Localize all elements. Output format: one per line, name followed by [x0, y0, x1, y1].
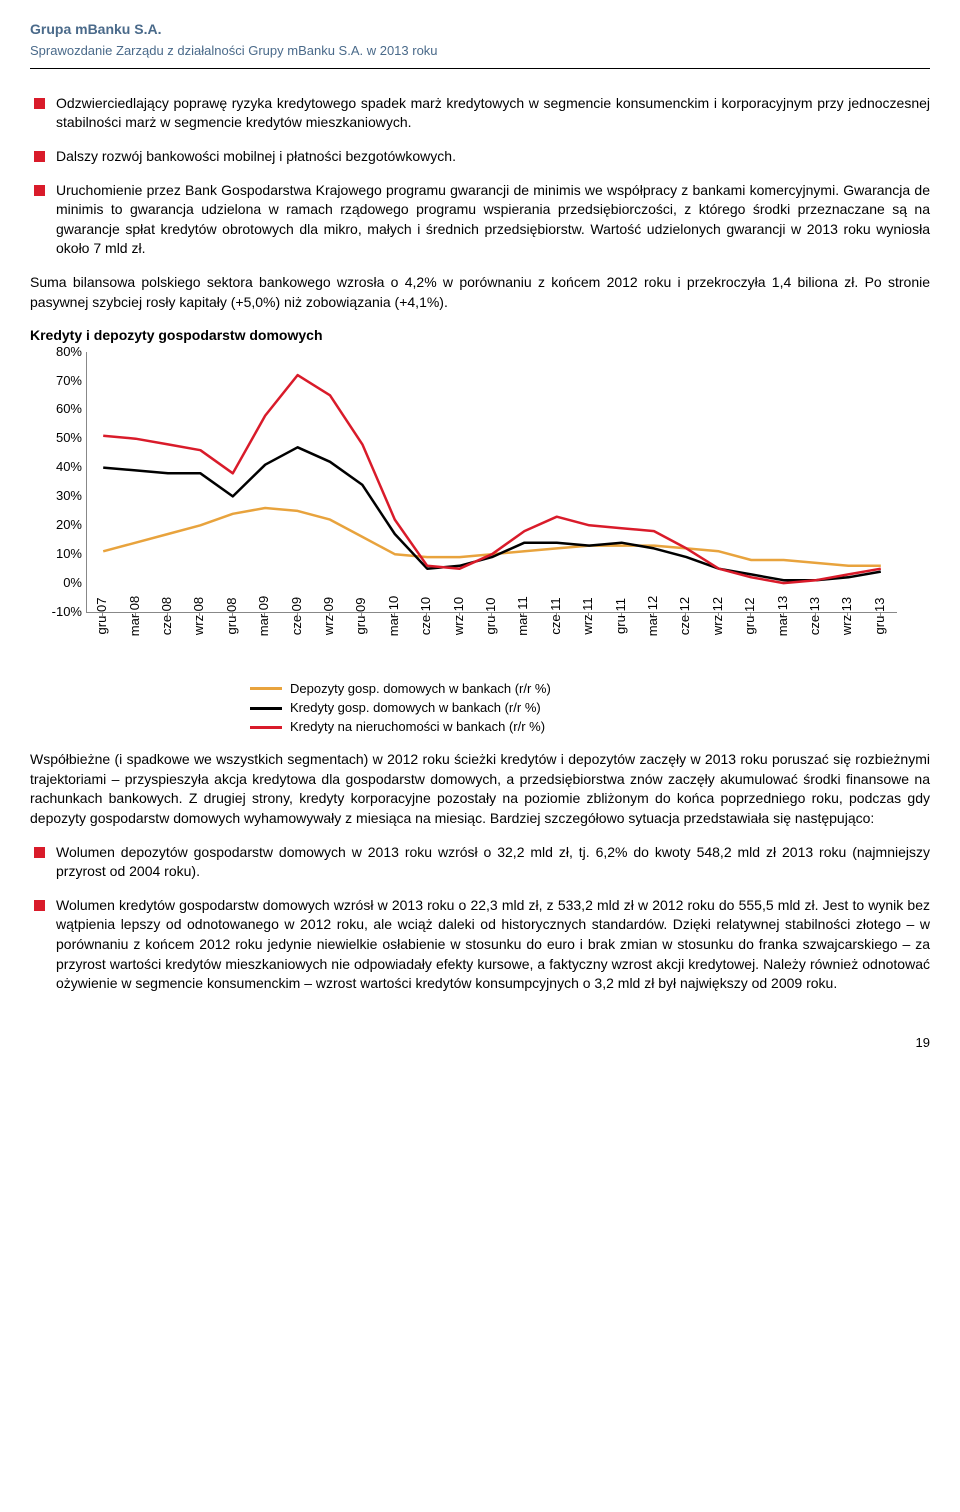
x-tick-label: wrz 09	[320, 597, 338, 635]
doc-subtitle: Sprawozdanie Zarządu z działalności Grup…	[30, 42, 930, 60]
x-tick-label: cze 08	[158, 597, 176, 635]
x-tick-label: cze 11	[547, 597, 565, 634]
y-tick-label: 10%	[56, 545, 82, 563]
x-tick-label: gru 13	[871, 597, 889, 634]
x-tick-label: cze 13	[806, 597, 824, 635]
legend-item: Kredyty na nieruchomości w bankach (r/r …	[250, 718, 930, 736]
bullet-item: Uruchomienie przez Bank Gospodarstwa Kra…	[30, 181, 930, 259]
x-tick-label: wrz 13	[838, 597, 856, 635]
chart: -10%0%10%20%30%40%50%60%70%80% gru 07mar…	[30, 352, 900, 672]
top-bullets: Odzwierciedlający poprawę ryzyka kredyto…	[30, 94, 930, 259]
x-tick-label: gru 09	[352, 597, 370, 634]
y-tick-label: 0%	[63, 574, 82, 592]
x-tick-label: mar 08	[126, 595, 144, 635]
plot-area	[86, 352, 897, 613]
y-tick-label: 20%	[56, 516, 82, 534]
x-tick-label: mar 10	[385, 595, 403, 635]
y-tick-label: 80%	[56, 343, 82, 361]
y-tick-label: -10%	[52, 603, 82, 621]
x-tick-label: mar 13	[774, 595, 792, 635]
x-tick-label: cze 09	[288, 597, 306, 635]
legend-item: Depozyty gosp. domowych w bankach (r/r %…	[250, 680, 930, 698]
doc-title: Grupa mBanku S.A.	[30, 20, 930, 40]
x-tick-label: wrz 08	[190, 597, 208, 635]
y-axis: -10%0%10%20%30%40%50%60%70%80%	[30, 352, 86, 612]
x-tick-label: cze 12	[676, 597, 694, 635]
series-line	[103, 375, 881, 583]
legend-label: Kredyty na nieruchomości w bankach (r/r …	[290, 718, 545, 736]
y-tick-label: 50%	[56, 429, 82, 447]
x-tick-label: gru 11	[612, 598, 630, 634]
legend-label: Depozyty gosp. domowych w bankach (r/r %…	[290, 680, 551, 698]
legend-swatch	[250, 726, 282, 729]
legend-swatch	[250, 687, 282, 690]
bottom-bullets: Wolumen depozytów gospodarstw domowych w…	[30, 843, 930, 994]
page-number: 19	[30, 1034, 930, 1052]
x-tick-label: cze 10	[417, 597, 435, 635]
legend-swatch	[250, 707, 282, 710]
bullet-item: Dalszy rozwój bankowości mobilnej i płat…	[30, 147, 930, 167]
mid-paragraph: Suma bilansowa polskiego sektora bankowe…	[30, 273, 930, 312]
chart-legend: Depozyty gosp. domowych w bankach (r/r %…	[250, 680, 930, 737]
x-tick-label: gru 08	[223, 597, 241, 634]
legend-label: Kredyty gosp. domowych w bankach (r/r %)	[290, 699, 541, 717]
bullet-item: Wolumen kredytów gospodarstw domowych wz…	[30, 896, 930, 994]
after-chart-paragraph: Współbieżne (i spadkowe we wszystkich se…	[30, 750, 930, 828]
legend-item: Kredyty gosp. domowych w bankach (r/r %)	[250, 699, 930, 717]
x-tick-label: mar 12	[644, 595, 662, 635]
x-tick-label: wrz 11	[579, 597, 597, 634]
header-rule	[30, 68, 930, 69]
bullet-item: Odzwierciedlający poprawę ryzyka kredyto…	[30, 94, 930, 133]
bullet-item: Wolumen depozytów gospodarstw domowych w…	[30, 843, 930, 882]
x-tick-label: wrz 10	[450, 597, 468, 635]
x-tick-label: gru 12	[741, 597, 759, 634]
y-tick-label: 70%	[56, 372, 82, 390]
x-tick-label: wrz 12	[709, 597, 727, 635]
x-tick-label: gru 07	[93, 597, 111, 634]
x-tick-label: mar 11	[514, 596, 532, 636]
x-axis: gru 07mar 08cze 08wrz 08gru 08mar 09cze …	[86, 616, 896, 671]
y-tick-label: 60%	[56, 400, 82, 418]
x-tick-label: gru 10	[482, 597, 500, 634]
y-tick-label: 40%	[56, 458, 82, 476]
x-tick-label: mar 09	[255, 595, 273, 635]
chart-title: Kredyty i depozyty gospodarstw domowych	[30, 326, 930, 346]
chart-svg	[87, 352, 897, 612]
y-tick-label: 30%	[56, 487, 82, 505]
